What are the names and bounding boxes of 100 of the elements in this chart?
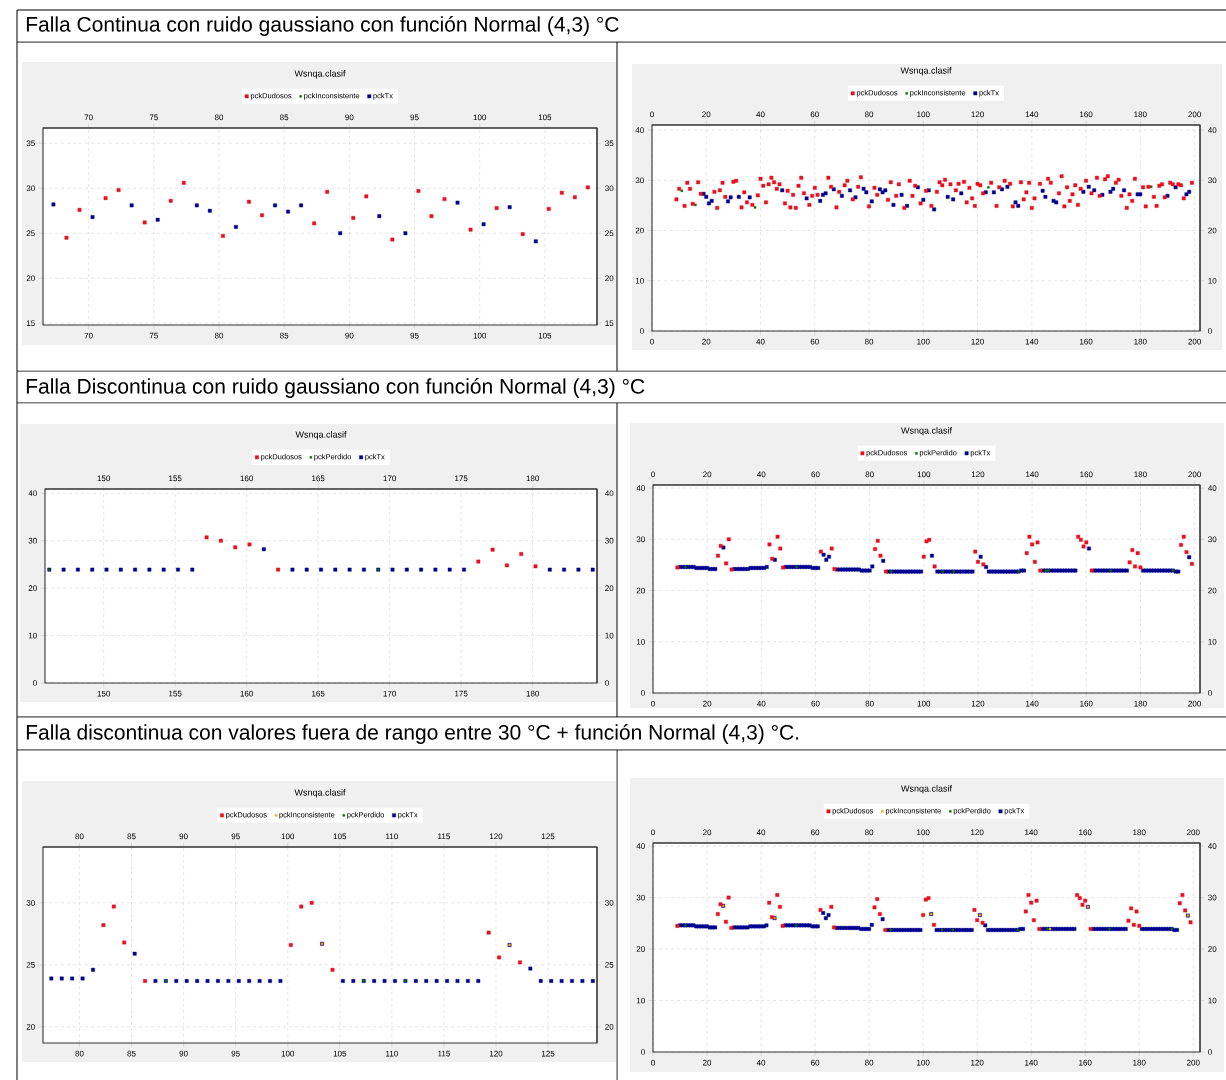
y-tick-label: 15 — [26, 320, 35, 326]
y2-tick-label: 20 — [605, 275, 614, 282]
x-tick-label: 105 — [538, 332, 552, 339]
x-tick-label: 150 — [97, 475, 110, 482]
x2-tick-label: 170 — [383, 690, 397, 697]
x-tick-label: 180 — [1134, 700, 1147, 707]
y-tick-label: 40 — [28, 490, 37, 497]
y2-tick-label: 35 — [605, 140, 614, 147]
chart-title: Wsnqa.clasif — [294, 789, 346, 798]
x-tick-label: 80 — [865, 700, 874, 707]
x2-tick-label: 80 — [864, 338, 874, 345]
y-tick-label: 25 — [26, 230, 35, 237]
y-tick-label: 0 — [641, 1049, 645, 1055]
x2-tick-label: 60 — [810, 338, 819, 345]
y2-tick-label: 40 — [1208, 127, 1217, 133]
x-tick-label: 140 — [1026, 700, 1039, 707]
x-tick-label: 0 — [651, 1059, 655, 1066]
y-tick-label: 10 — [28, 632, 37, 639]
x2-tick-label: 175 — [455, 690, 468, 697]
y2-tick-label: 0 — [605, 680, 609, 686]
x-tick-label: 75 — [149, 332, 158, 339]
y2-tick-label: 10 — [605, 632, 614, 639]
x-tick-label: 115 — [438, 833, 450, 840]
chart-title: Wsnqa.clasif — [901, 785, 953, 794]
y2-tick-label: 30 — [605, 899, 614, 906]
y2-tick-label: 40 — [605, 490, 614, 497]
y2-tick-label: 20 — [605, 1024, 614, 1030]
y-tick-label: 20 — [28, 585, 37, 591]
y2-tick-label: 30 — [605, 537, 614, 544]
y-tick-label: 30 — [635, 177, 644, 184]
y-tick-label: 30 — [636, 536, 645, 543]
x2-tick-label: 90 — [179, 1050, 188, 1057]
x-tick-label: 60 — [811, 1059, 820, 1066]
x-tick-label: 165 — [312, 475, 325, 482]
x-tick-label: 100 — [917, 111, 930, 118]
x-tick-label: 95 — [410, 332, 419, 339]
y-tick-label: 30 — [26, 899, 35, 906]
y-tick-label: 30 — [636, 894, 645, 901]
x-tick-label: 110 — [386, 833, 398, 840]
x-tick-label: 180 — [1134, 111, 1147, 118]
y-tick-label: 25 — [26, 962, 35, 968]
y2-tick-label: 15 — [605, 320, 614, 326]
x2-tick-label: 140 — [1025, 338, 1039, 345]
y-tick-label: 35 — [26, 140, 35, 147]
x-tick-label: 160 — [240, 475, 254, 482]
y-tick-label: 10 — [635, 277, 644, 284]
x-tick-label: 120 — [489, 833, 503, 840]
x-tick-label: 100 — [917, 1059, 930, 1066]
y2-tick-label: 40 — [1208, 485, 1217, 491]
x2-tick-label: 125 — [542, 1050, 555, 1057]
x2-tick-label: 110 — [386, 1050, 398, 1057]
y2-tick-label: 25 — [605, 230, 614, 237]
y2-tick-label: 0 — [1208, 328, 1212, 334]
x-tick-label: 20 — [702, 1059, 712, 1066]
y2-tick-label: 30 — [1208, 536, 1217, 543]
x-tick-label: 120 — [971, 700, 985, 707]
x2-tick-label: 115 — [438, 1050, 450, 1057]
y2-tick-label: 20 — [605, 585, 614, 591]
x2-tick-label: 85 — [127, 1050, 136, 1057]
y-tick-label: 20 — [635, 227, 644, 234]
chart-title: Wsnqa.clasif — [294, 70, 346, 79]
y-tick-label: 20 — [26, 1024, 35, 1030]
x2-tick-label: 200 — [1188, 338, 1201, 345]
x-tick-label: 80 — [865, 1059, 874, 1066]
x-tick-label: 20 — [703, 700, 712, 707]
y-tick-label: 40 — [635, 127, 644, 133]
x2-tick-label: 80 — [75, 1050, 84, 1057]
x2-tick-label: 120 — [489, 1050, 503, 1057]
x2-tick-label: 120 — [971, 338, 984, 345]
y-tick-label: 20 — [636, 587, 645, 594]
x-tick-label: 200 — [1186, 1059, 1200, 1066]
x2-tick-label: 155 — [169, 690, 182, 697]
y2-tick-label: 30 — [1208, 177, 1217, 184]
x-tick-label: 40 — [756, 111, 765, 118]
y2-tick-label: 10 — [1208, 997, 1217, 1004]
y2-tick-label: 0 — [1208, 1049, 1212, 1055]
x-tick-label: 180 — [526, 475, 540, 482]
y2-tick-label: 20 — [1208, 946, 1217, 952]
x-tick-label: 120 — [971, 111, 984, 118]
y2-tick-label: 25 — [605, 962, 614, 968]
y2-tick-label: 10 — [1208, 277, 1217, 284]
y-tick-label: 40 — [636, 485, 645, 491]
x2-tick-label: 165 — [312, 690, 325, 697]
y-tick-label: 30 — [26, 185, 35, 192]
x-tick-label: 100 — [917, 700, 931, 707]
x2-tick-label: 40 — [756, 338, 765, 345]
y-tick-label: 30 — [28, 537, 37, 544]
x2-tick-label: 100 — [917, 338, 930, 345]
y2-tick-label: 10 — [1208, 638, 1217, 645]
x-tick-label: 125 — [542, 833, 555, 840]
x2-tick-label: 160 — [240, 690, 253, 697]
x-tick-label: 90 — [345, 332, 354, 339]
x-tick-label: 80 — [214, 332, 224, 339]
y-tick-label: 0 — [641, 690, 645, 696]
x-tick-label: 155 — [169, 475, 182, 482]
x-tick-label: 170 — [383, 475, 397, 482]
x2-tick-label: 20 — [702, 338, 711, 345]
text: Falla Discontinua con ruido gaussiano con función Normal (4,3) °C — [26, 378, 645, 398]
x-tick-label: 0 — [651, 700, 655, 707]
x-tick-label: 200 — [1188, 700, 1201, 707]
